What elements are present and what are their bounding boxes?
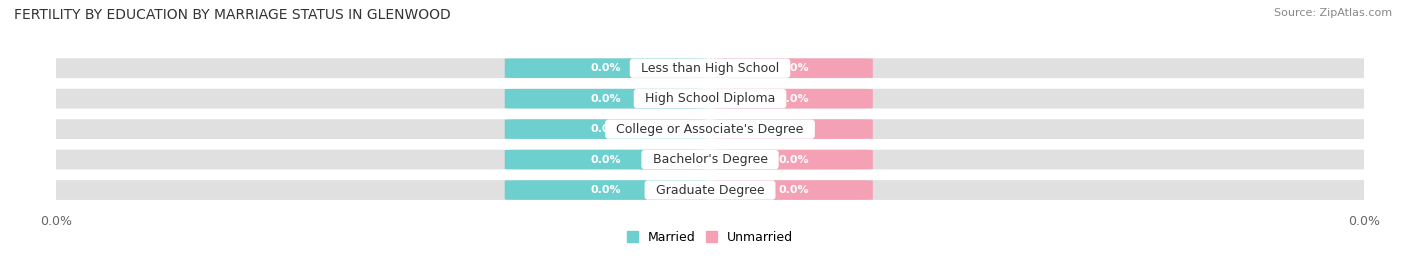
- FancyBboxPatch shape: [714, 150, 873, 169]
- Legend: Married, Unmarried: Married, Unmarried: [621, 226, 799, 249]
- FancyBboxPatch shape: [714, 180, 873, 200]
- FancyBboxPatch shape: [37, 150, 1384, 169]
- Text: Graduate Degree: Graduate Degree: [648, 183, 772, 197]
- Text: 0.0%: 0.0%: [591, 63, 620, 73]
- Text: 0.0%: 0.0%: [591, 155, 620, 165]
- FancyBboxPatch shape: [505, 89, 706, 108]
- Text: 0.0%: 0.0%: [778, 94, 808, 104]
- Text: High School Diploma: High School Diploma: [637, 92, 783, 105]
- Text: FERTILITY BY EDUCATION BY MARRIAGE STATUS IN GLENWOOD: FERTILITY BY EDUCATION BY MARRIAGE STATU…: [14, 8, 451, 22]
- FancyBboxPatch shape: [505, 150, 706, 169]
- Text: 0.0%: 0.0%: [778, 63, 808, 73]
- FancyBboxPatch shape: [714, 89, 873, 108]
- Text: 0.0%: 0.0%: [591, 124, 620, 134]
- Text: Bachelor's Degree: Bachelor's Degree: [644, 153, 776, 166]
- FancyBboxPatch shape: [714, 58, 873, 78]
- Text: 0.0%: 0.0%: [591, 185, 620, 195]
- FancyBboxPatch shape: [505, 58, 706, 78]
- FancyBboxPatch shape: [505, 119, 706, 139]
- Text: 0.0%: 0.0%: [591, 94, 620, 104]
- FancyBboxPatch shape: [37, 89, 1384, 109]
- FancyBboxPatch shape: [37, 180, 1384, 200]
- Text: Source: ZipAtlas.com: Source: ZipAtlas.com: [1274, 8, 1392, 18]
- Text: College or Associate's Degree: College or Associate's Degree: [609, 123, 811, 136]
- Text: 0.0%: 0.0%: [778, 185, 808, 195]
- FancyBboxPatch shape: [714, 119, 873, 139]
- Text: Less than High School: Less than High School: [633, 62, 787, 75]
- Text: 0.0%: 0.0%: [778, 124, 808, 134]
- FancyBboxPatch shape: [37, 119, 1384, 139]
- FancyBboxPatch shape: [505, 180, 706, 200]
- Text: 0.0%: 0.0%: [778, 155, 808, 165]
- FancyBboxPatch shape: [37, 58, 1384, 78]
